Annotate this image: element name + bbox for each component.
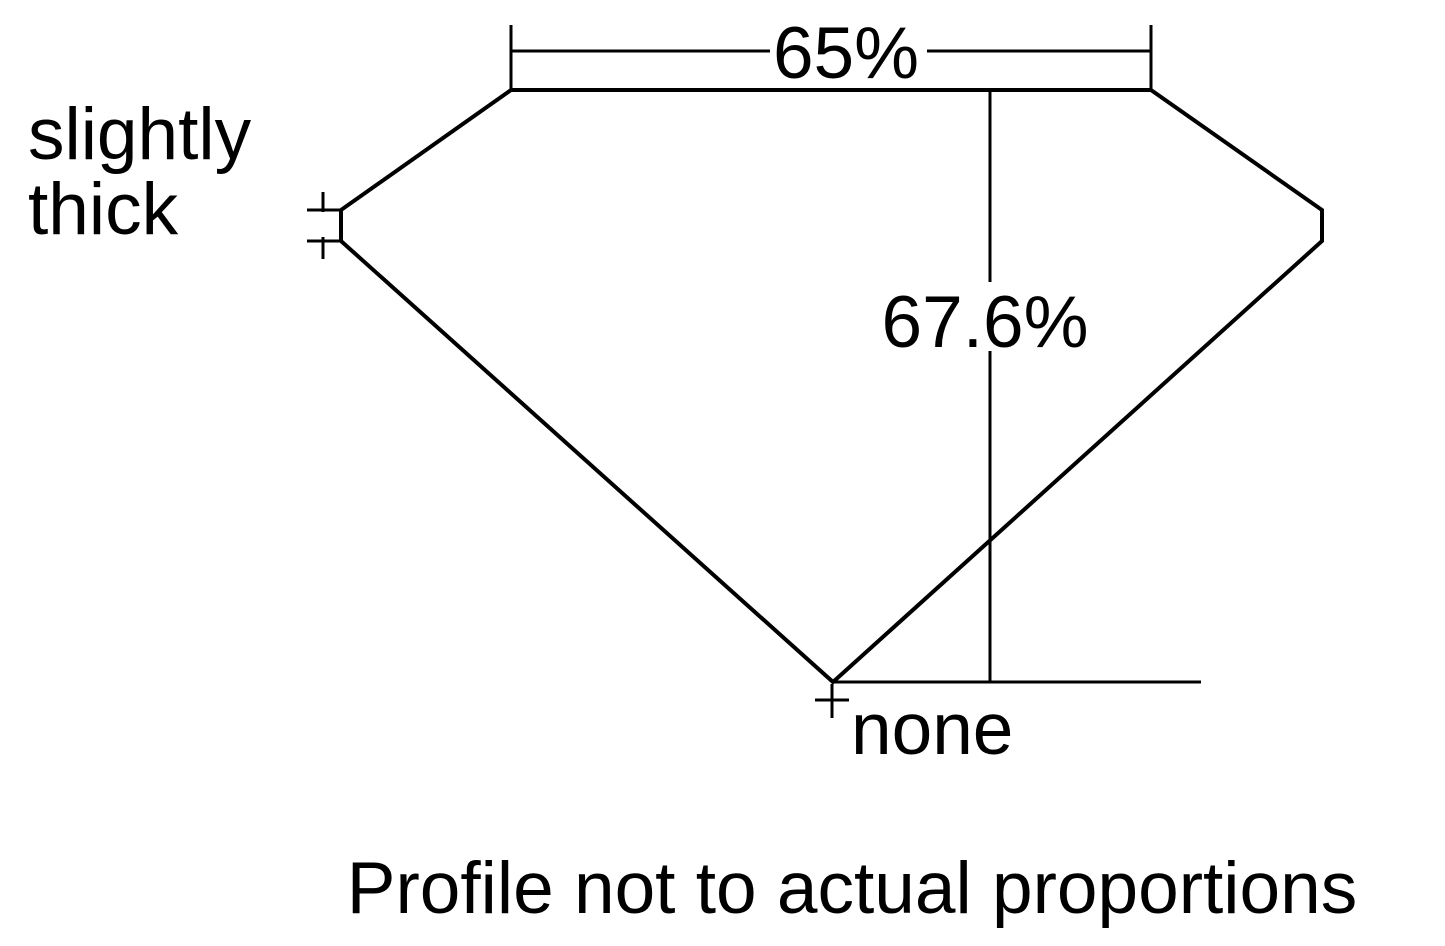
depth-percentage-label: 67.6% [881, 282, 1089, 363]
girdle-thickness-label: slightly thick [28, 94, 252, 250]
diamond-profile-outline [339, 88, 1324, 685]
girdle-tick-marks [307, 192, 341, 259]
culet-label: none [851, 689, 1014, 770]
culet-cross-mark [815, 684, 849, 718]
table-percentage-label: 65% [772, 13, 920, 94]
table-width-dimension [509, 25, 1153, 90]
depth-dimension [833, 90, 1201, 684]
caption: Profile not to actual proportions [346, 848, 1358, 929]
